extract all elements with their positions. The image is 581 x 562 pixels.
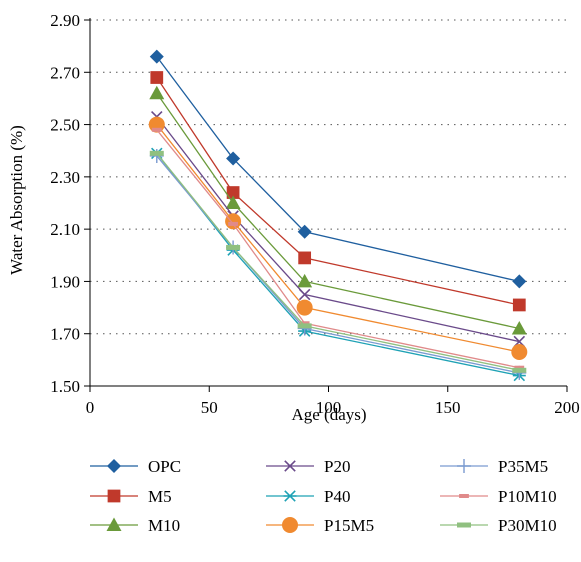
y-tick-label: 2.10 [50, 220, 80, 239]
y-tick-label: 1.90 [50, 272, 80, 291]
y-tick-label: 1.70 [50, 325, 80, 344]
legend-item-p15m5: P15M5 [266, 516, 374, 535]
legend-marker [107, 459, 121, 473]
x-tick-label: 0 [86, 398, 95, 417]
data-point-p15m5 [225, 213, 242, 230]
series-p10m10 [151, 127, 525, 370]
legend-label: M5 [148, 487, 172, 506]
legend-label: P35M5 [498, 457, 548, 476]
legend: OPC M5 M10 P20 P40 P15M5 P35M5 P10M10 P30M10 [90, 457, 557, 535]
data-point-opc [512, 274, 527, 289]
data-point-p15m5 [296, 299, 313, 316]
legend-item-opc: OPC [90, 457, 181, 476]
series-line-m10 [156, 92, 520, 330]
legend-marker [107, 489, 121, 503]
legend-label: P40 [324, 487, 350, 506]
legend-label: M10 [148, 516, 180, 535]
y-tick-label: 2.50 [50, 116, 80, 135]
series-line-p15m5 [156, 124, 520, 353]
legend-marker [282, 517, 298, 533]
series-line-p10m10 [156, 129, 520, 369]
axes: 1.50 1.70 1.90 2.10 2.30 2.50 2.70 2.90 0 50 100 15… [50, 11, 580, 417]
series-m5 [150, 71, 526, 312]
data-point-p10m10 [228, 221, 238, 226]
data-point-p10m10 [514, 365, 525, 370]
data-point-p30m10 [226, 244, 241, 250]
data-point-m5 [512, 298, 526, 312]
series-p40 [150, 147, 526, 382]
legend-item-p20: P20 [266, 457, 350, 476]
data-point-p10m10 [299, 321, 310, 326]
data-point-p30m10 [149, 150, 164, 156]
y-tick-label: 1.50 [50, 377, 80, 396]
x-axis-title: Age (days) [291, 405, 366, 424]
legend-marker [457, 522, 471, 528]
legend-item-m10: M10 [90, 516, 180, 535]
legend-item-p30m10: P30M10 [440, 516, 557, 535]
series-group [148, 49, 528, 382]
legend-label: P15M5 [324, 516, 374, 535]
x-tick-label: 200 [554, 398, 580, 417]
series-line-m5 [156, 77, 520, 306]
data-point-m5 [298, 251, 312, 265]
legend-label: P30M10 [498, 516, 557, 535]
legend-marker [284, 460, 296, 472]
data-point-opc [149, 49, 164, 64]
series-line-opc [156, 56, 520, 283]
series-line-p30m10 [156, 152, 520, 371]
data-point-p10m10 [151, 127, 162, 132]
legend-marker [106, 517, 122, 531]
data-point-p20 [298, 288, 311, 301]
series-line-p35m5 [156, 155, 520, 374]
legend-label: P10M10 [498, 487, 557, 506]
x-tick-label: 50 [201, 398, 218, 417]
data-point-m10 [297, 273, 313, 288]
data-point-m10 [225, 195, 241, 209]
legend-item-p10m10: P10M10 [440, 487, 557, 506]
series-opc [149, 49, 527, 289]
series-m10 [149, 85, 527, 335]
y-tick-label: 2.70 [50, 63, 80, 82]
series-p15m5 [148, 116, 528, 361]
data-point-opc [297, 224, 312, 239]
data-point-m5 [226, 186, 240, 199]
data-point-p15m5 [511, 344, 528, 361]
legend-item-m5: M5 [90, 487, 172, 506]
y-axis-title: Water Absorption (%) [7, 125, 26, 275]
x-tick-label: 100 [316, 398, 342, 417]
legend-label: P20 [324, 457, 350, 476]
data-point-m5 [150, 71, 164, 84]
data-point-p30m10 [297, 323, 312, 329]
series-p30m10 [149, 150, 527, 373]
legend-marker [457, 459, 471, 473]
data-point-m10 [149, 85, 165, 100]
data-point-opc [226, 151, 241, 166]
legend-item-p35m5: P35M5 [440, 457, 548, 476]
data-point-p30m10 [512, 367, 527, 373]
data-point-m10 [511, 320, 527, 335]
y-tick-label: 2.30 [50, 168, 80, 187]
series-line-p20 [156, 116, 520, 343]
legend-marker [283, 490, 297, 502]
gridlines [90, 19, 567, 335]
legend-item-p40: P40 [266, 487, 350, 506]
y-tick-label: 2.90 [50, 11, 80, 30]
series-p35m5 [149, 148, 527, 380]
legend-marker [459, 494, 469, 498]
legend-label: OPC [148, 457, 181, 476]
x-tick-label: 150 [435, 398, 461, 417]
